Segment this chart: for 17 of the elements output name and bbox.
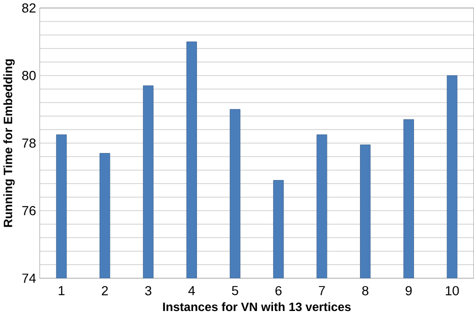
x-tick-label: 1 xyxy=(58,286,64,296)
x-tick-label: 5 xyxy=(232,286,238,296)
x-tick-label: 2 xyxy=(102,286,108,296)
y-tick-label: 80 xyxy=(22,71,36,80)
x-tick-label: 7 xyxy=(318,286,325,296)
x-tick-label: 9 xyxy=(406,286,412,296)
x-tick-label: 8 xyxy=(362,286,368,296)
y-axis-title: Running Time for Embedding xyxy=(3,60,15,228)
x-tick-label: 6 xyxy=(275,286,282,296)
y-tick-label: 78 xyxy=(22,138,36,148)
x-axis-title: Instances for VN with 13 vertices xyxy=(163,302,351,312)
x-tick-label: 10 xyxy=(446,286,459,296)
y-tick-label: 76 xyxy=(22,206,36,216)
y-tick-label: 74 xyxy=(22,274,36,283)
y-tick-label: 82 xyxy=(22,4,36,13)
x-tick-label: 4 xyxy=(188,286,195,296)
x-tick-label: 3 xyxy=(145,286,152,296)
